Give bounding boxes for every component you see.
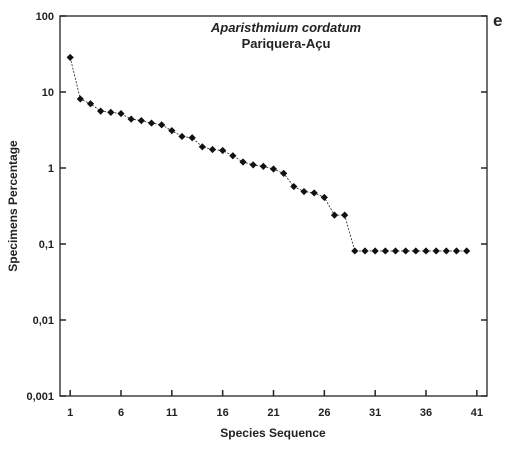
panel-letter: e <box>493 11 502 30</box>
data-point <box>361 247 369 255</box>
x-axis-ticks: 1 6 11 16 21 26 31 36 41 <box>67 390 483 419</box>
x-tick-label: 26 <box>318 407 330 419</box>
x-tick-label: 1 <box>67 407 73 419</box>
data-point <box>422 247 430 255</box>
y-tick-label: 10 <box>42 87 54 99</box>
data-point <box>259 162 267 170</box>
data-point <box>290 182 298 191</box>
x-tick-label: 16 <box>217 407 229 419</box>
data-point <box>178 132 186 141</box>
y-tick-label: 0,1 <box>39 239 54 251</box>
data-point <box>229 152 237 160</box>
data-point <box>330 211 339 219</box>
data-point <box>147 119 156 127</box>
data-point <box>269 165 278 173</box>
data-point <box>310 189 318 197</box>
data-point <box>208 145 217 154</box>
data-point <box>198 143 206 151</box>
y-axis-title: Specimens Percentage <box>6 140 20 272</box>
data-point <box>117 109 125 118</box>
x-tick-label: 41 <box>471 407 483 419</box>
plot-frame <box>59 15 488 397</box>
data-point <box>452 247 461 255</box>
x-tick-label: 11 <box>166 407 178 419</box>
data-point <box>127 115 135 123</box>
series-line <box>69 57 467 252</box>
y-axis-ticks: 0,001 0,01 0,1 1 10 100 <box>26 11 487 403</box>
x-tick-label: 21 <box>267 407 279 419</box>
data-point <box>300 187 308 196</box>
data-point <box>66 53 74 62</box>
data-point <box>371 247 379 255</box>
data-point <box>86 100 95 108</box>
data-point <box>412 247 420 255</box>
y-tick-label: 0,01 <box>33 315 54 327</box>
x-axis-title: Species Sequence <box>220 426 326 440</box>
data-point <box>219 146 227 155</box>
x-tick-label: 31 <box>369 407 381 419</box>
y-tick-label: 1 <box>48 163 54 175</box>
data-point <box>341 211 349 219</box>
data-point <box>381 247 389 255</box>
data-point <box>249 161 257 169</box>
data-point <box>168 127 176 135</box>
data-point <box>320 193 328 202</box>
x-tick-label: 6 <box>118 407 124 419</box>
data-point <box>137 117 145 125</box>
data-point <box>107 108 115 116</box>
data-point <box>188 134 196 142</box>
x-tick-label: 36 <box>420 407 432 419</box>
data-point <box>463 247 471 255</box>
chart-title: Aparisthmium cordatum <box>210 20 362 35</box>
data-point <box>391 247 400 255</box>
chart-subtitle: Pariquera-Açu <box>242 36 331 51</box>
y-tick-label: 100 <box>36 11 54 23</box>
data-point <box>97 107 105 115</box>
data-point <box>402 247 410 255</box>
data-point <box>432 247 440 255</box>
series-points <box>66 53 471 255</box>
y-tick-label: 0,001 <box>26 391 54 403</box>
data-point <box>239 158 247 166</box>
data-point <box>280 169 288 177</box>
data-point <box>76 95 84 103</box>
data-point <box>442 247 450 255</box>
data-point <box>351 247 359 255</box>
data-point <box>158 121 166 129</box>
